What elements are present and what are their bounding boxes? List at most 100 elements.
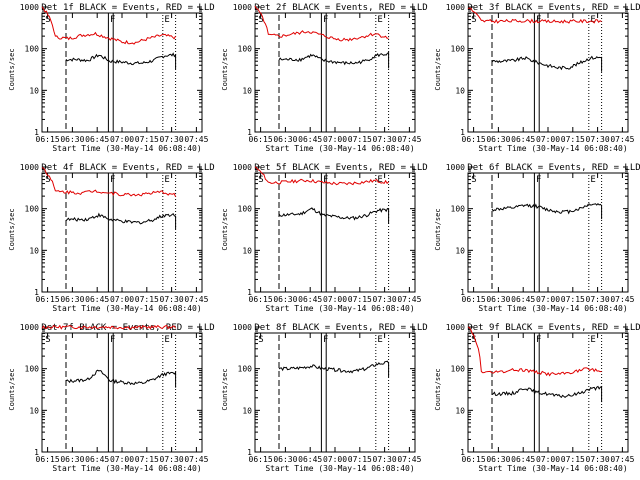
y-axis-label: Counts/sec	[221, 208, 229, 250]
x-tick-label: 07:30	[373, 135, 397, 144]
y-tick-label: 1	[34, 448, 39, 457]
x-tick-label: 07:45	[610, 135, 634, 144]
x-tick-label: 06:15	[36, 135, 60, 144]
lld-series-line	[254, 5, 389, 42]
x-axis-label: Start Time (30-May-14 06:08:40)	[52, 464, 201, 473]
marker-s: S	[258, 175, 263, 185]
x-tick-label: 06:30	[60, 295, 84, 304]
x-tick-label: 06:45	[511, 135, 535, 144]
y-tick-label: 10	[455, 86, 465, 95]
x-tick-label: 07:45	[184, 455, 208, 464]
x-tick-label: 07:15	[135, 455, 159, 464]
y-tick-label: 1000	[446, 3, 465, 12]
x-tick-label: 06:15	[249, 135, 273, 144]
y-tick-label: 1000	[233, 163, 252, 172]
x-tick-label: 07:15	[348, 295, 372, 304]
x-tick-label: 06:30	[486, 455, 510, 464]
marker-e: E	[164, 15, 169, 25]
lld-series-line	[467, 326, 602, 377]
x-tick-label: 07:30	[586, 295, 610, 304]
detector-chart-3: Det 3f BLACK = Events, RED = LLD 1 10 100 10…	[434, 3, 640, 153]
lld-series-line	[254, 166, 389, 186]
y-tick-label: 100	[451, 365, 466, 374]
y-tick-label: 100	[238, 365, 253, 374]
x-axis-label: Start Time (30-May-14 06:08:40)	[265, 304, 414, 313]
marker-e: E	[164, 175, 169, 185]
marker-f: F	[110, 335, 115, 345]
lld-series-line	[467, 7, 602, 24]
y-tick-label: 1000	[233, 3, 252, 12]
detector-chart-1: Det 1f BLACK = Events, RED = LLD 1 10 100 10…	[8, 3, 215, 153]
events-series-line	[491, 55, 603, 72]
x-axis-label: Start Time (30-May-14 06:08:40)	[52, 144, 201, 153]
y-tick-label: 100	[451, 45, 466, 54]
x-tick-label: 07:00	[323, 455, 347, 464]
x-tick-label: 07:30	[160, 455, 184, 464]
x-tick-label: 07:15	[561, 295, 585, 304]
marker-f: F	[536, 15, 541, 25]
x-tick-label: 07:00	[323, 295, 347, 304]
chart-title: Det 8f BLACK = Events, RED = LLD	[254, 323, 427, 333]
x-tick-label: 07:00	[110, 135, 134, 144]
x-tick-label: 07:30	[373, 455, 397, 464]
y-axis-label: Counts/sec	[221, 48, 229, 90]
y-tick-label: 10	[242, 246, 252, 255]
y-tick-label: 1	[460, 288, 465, 297]
x-tick-label: 07:15	[135, 135, 159, 144]
marker-s: S	[471, 335, 476, 345]
events-series-line	[65, 52, 177, 70]
x-tick-label: 07:45	[397, 455, 421, 464]
x-tick-label: 07:15	[561, 135, 585, 144]
x-tick-label: 06:30	[273, 295, 297, 304]
y-tick-label: 10	[242, 406, 252, 415]
y-tick-label: 10	[455, 406, 465, 415]
y-tick-label: 100	[238, 45, 253, 54]
x-tick-label: 07:45	[184, 295, 208, 304]
x-tick-label: 07:00	[536, 455, 560, 464]
x-axis-label: Start Time (30-May-14 06:08:40)	[478, 304, 627, 313]
x-axis-label: Start Time (30-May-14 06:08:40)	[52, 304, 201, 313]
marker-f: F	[536, 335, 541, 345]
x-tick-label: 06:30	[486, 295, 510, 304]
x-tick-label: 07:30	[586, 135, 610, 144]
y-tick-label: 10	[29, 246, 39, 255]
marker-f: F	[110, 175, 115, 185]
detector-chart-4: Det 4f BLACK = Events, RED = LLD 1 10 100 10…	[8, 163, 215, 313]
x-tick-label: 07:00	[110, 295, 134, 304]
y-tick-label: 1000	[20, 323, 39, 332]
x-tick-label: 06:30	[60, 455, 84, 464]
x-tick-label: 07:00	[323, 135, 347, 144]
detector-chart-2: Det 2f BLACK = Events, RED = LLD 1 10 100 10…	[221, 3, 428, 153]
chart-title: Det 5f BLACK = Events, RED = LLD	[254, 163, 427, 173]
marker-e: E	[377, 335, 382, 345]
events-series-line	[278, 360, 390, 378]
y-tick-label: 1	[34, 128, 39, 137]
detector-chart-8: Det 8f BLACK = Events, RED = LLD 1 10 100 10…	[221, 323, 428, 473]
marker-s: S	[45, 335, 50, 345]
x-tick-label: 07:00	[536, 135, 560, 144]
events-series-line	[278, 51, 390, 69]
x-tick-label: 07:45	[397, 135, 421, 144]
x-tick-label: 06:15	[462, 455, 486, 464]
chart-title: Det 6f BLACK = Events, RED = LLD	[467, 163, 640, 173]
y-axis-label: Counts/sec	[221, 368, 229, 410]
marker-e: E	[590, 15, 595, 25]
chart-title: Det 1f BLACK = Events, RED = LLD	[41, 3, 214, 13]
y-tick-label: 10	[455, 246, 465, 255]
x-axis-label: Start Time (30-May-14 06:08:40)	[265, 464, 414, 473]
detector-chart-6: Det 6f BLACK = Events, RED = LLD 1 10 100 10…	[434, 163, 640, 313]
y-axis-label: Counts/sec	[434, 208, 442, 250]
chart-title: Det 3f BLACK = Events, RED = LLD	[467, 3, 640, 13]
x-tick-label: 06:30	[486, 135, 510, 144]
y-tick-label: 100	[25, 45, 40, 54]
lld-series-line	[41, 6, 177, 45]
marker-e: E	[590, 175, 595, 185]
marker-s: S	[471, 175, 476, 185]
marker-f: F	[110, 15, 115, 25]
y-axis-label: Counts/sec	[8, 368, 16, 410]
y-tick-label: 1000	[20, 163, 39, 172]
x-tick-label: 07:00	[536, 295, 560, 304]
y-tick-label: 10	[242, 86, 252, 95]
x-tick-label: 06:45	[85, 455, 109, 464]
